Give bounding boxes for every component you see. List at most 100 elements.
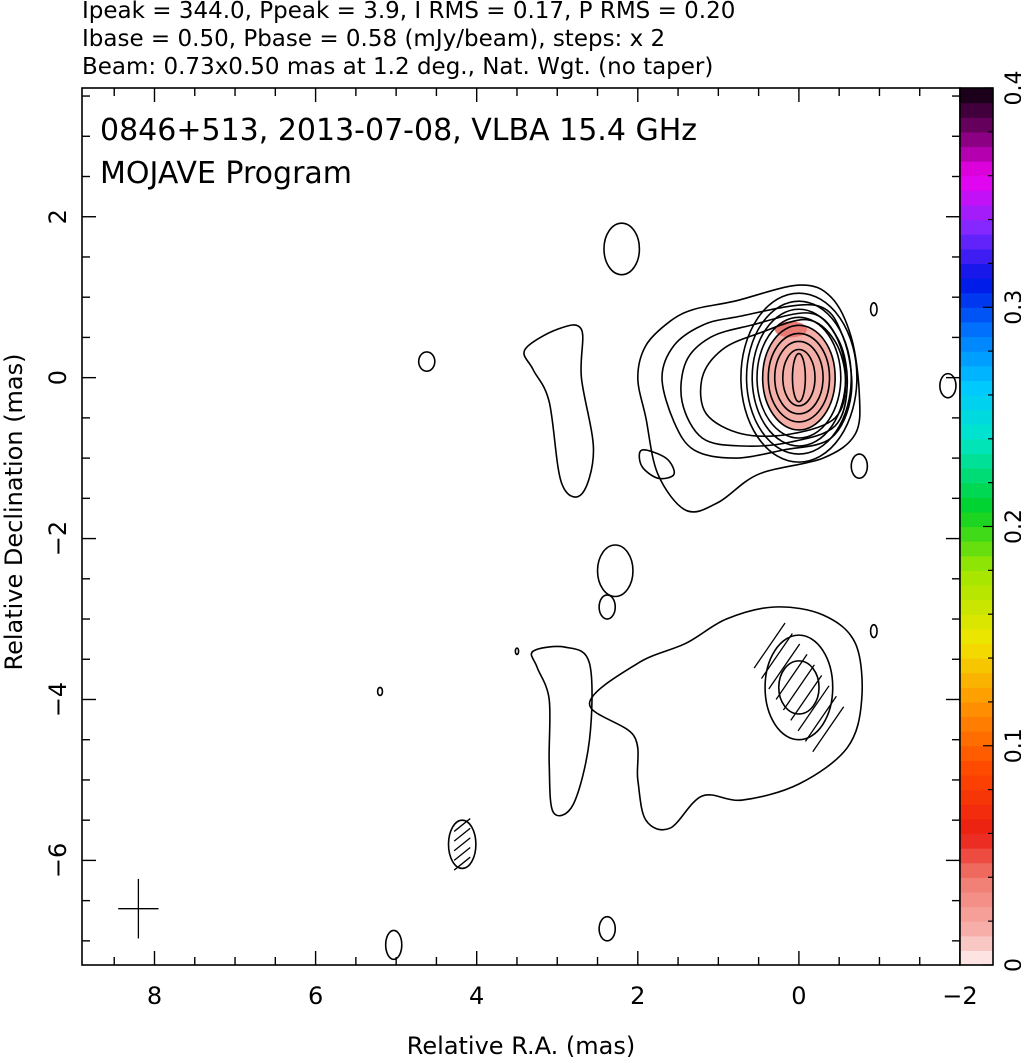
core-contour-0 [791, 352, 807, 403]
colorbar-band [960, 877, 993, 893]
jet-contour-0 [636, 284, 861, 513]
colorbar-band [960, 117, 993, 133]
colorbar-tick-label: 0.3 [1002, 290, 1021, 325]
polarization-vector [760, 633, 793, 679]
colorbar-band [960, 482, 993, 498]
colorbar [960, 88, 993, 966]
colorbar-band [960, 599, 993, 615]
colorbar-band [960, 570, 993, 586]
colorbar-band [960, 701, 993, 718]
y-tick-label: 0 [44, 370, 72, 385]
core-contour-2 [773, 340, 824, 415]
colorbar-band [960, 394, 993, 411]
colorbar-labels: 0 0.1 0.2 0.3 0.4 [983, 71, 1021, 972]
polarization-vector [453, 827, 471, 842]
colorbar-tick-label: 0.1 [1002, 728, 1021, 763]
core-contour-8 [740, 292, 858, 463]
island-contour-6 [598, 594, 617, 620]
colorbar-band [960, 146, 993, 162]
colorbar-band [960, 862, 993, 878]
polarization-vector [790, 674, 823, 721]
colorbar-band [960, 541, 993, 557]
polarization-vector [453, 837, 471, 852]
polarization-vector [453, 818, 471, 832]
island-contour-1 [417, 351, 436, 373]
y-tick-label: −2 [44, 521, 72, 556]
island-contour-10 [598, 915, 617, 942]
colorbar-band [960, 789, 993, 805]
colorbar-band [960, 468, 993, 484]
x-tick-label: 4 [469, 982, 484, 1010]
y-tick-label: 2 [44, 209, 72, 224]
colorbar-band [960, 263, 993, 279]
colorbar-band [960, 131, 993, 148]
colorbar-band [960, 453, 993, 469]
colorbar-band [960, 643, 993, 659]
colorbar-band [960, 760, 993, 776]
south-contour-inner-0 [764, 634, 834, 741]
x-tick-label: 6 [308, 982, 323, 1010]
west-island-contour-2 [638, 449, 676, 480]
polarization-vector [453, 856, 471, 871]
colorbar-band [960, 526, 993, 542]
core-contour-5 [756, 316, 842, 439]
colorbar-band [960, 307, 993, 323]
island-contour-4 [850, 453, 869, 480]
colorbar-band [960, 204, 993, 221]
colorbar-band [960, 848, 993, 864]
x-tick-label: −2 [942, 982, 977, 1010]
hatch-layer [118, 622, 845, 939]
colorbar-band [960, 628, 993, 645]
colorbar-band [960, 351, 993, 367]
island-contour-11 [376, 686, 384, 697]
colorbar-band [960, 102, 993, 118]
south-contour-inner-1 [777, 660, 820, 715]
colorbar-band [960, 906, 993, 922]
label-layer: 8 6 4 2 0 −2 2 0 −2 −4 −6 [44, 209, 978, 1010]
colorbar-band [960, 190, 993, 206]
tick-layer [82, 88, 961, 965]
y-axis-label: Relative Declination (mas) [0, 353, 28, 670]
island-contour-2 [869, 302, 878, 317]
x-tick-label: 8 [147, 982, 162, 1010]
colorbar-band [960, 511, 993, 528]
colorbar-band [960, 321, 993, 338]
header-line-3: Beam: 0.73x0.50 mas at 1.2 deg., Nat. Wg… [82, 54, 713, 80]
colorbar-band [960, 161, 993, 177]
polarization-vector [753, 622, 786, 669]
colorbar-band [960, 731, 993, 747]
polarization-vector [775, 654, 808, 700]
x-axis-label: Relative R.A. (mas) [407, 1032, 635, 1060]
chart-subtitle: MOJAVE Program [100, 156, 352, 191]
core-contour-3 [767, 332, 831, 423]
colorbar-band [960, 804, 993, 820]
colorbar-band [960, 219, 993, 235]
island-contour-8 [447, 819, 477, 870]
colorbar-band [960, 935, 993, 951]
colorbar-band [960, 365, 993, 381]
contour-layer [376, 222, 957, 961]
colorbar-band [960, 497, 993, 513]
x-tick-label: 2 [630, 982, 645, 1010]
colorbar-band [960, 424, 993, 440]
polarization-vector [453, 847, 471, 861]
colorbar-band [960, 336, 993, 352]
colorbar-band [960, 292, 993, 308]
south-contour-outer [588, 606, 863, 831]
polarization-vector [768, 643, 801, 690]
colorbar-band [960, 818, 993, 835]
polarization-vector [797, 685, 830, 732]
colorbar-band [960, 672, 993, 688]
west-island-contour-1 [530, 645, 593, 817]
header-line-1: Ipeak = 344.0, Ppeak = 3.9, I RMS = 0.17… [82, 0, 735, 24]
colorbar-band [960, 716, 993, 732]
island-contour-12 [514, 647, 520, 656]
header-line-2: Ibase = 0.50, Pbase = 0.58 (mJy/beam), s… [82, 26, 665, 52]
colorbar-band [960, 175, 993, 191]
colorbar-tick-label: 0 [1002, 958, 1021, 972]
colorbar-band [960, 380, 993, 396]
island-contour-7 [869, 623, 878, 639]
island-contour-0 [603, 222, 641, 276]
plot-frame [81, 87, 961, 966]
